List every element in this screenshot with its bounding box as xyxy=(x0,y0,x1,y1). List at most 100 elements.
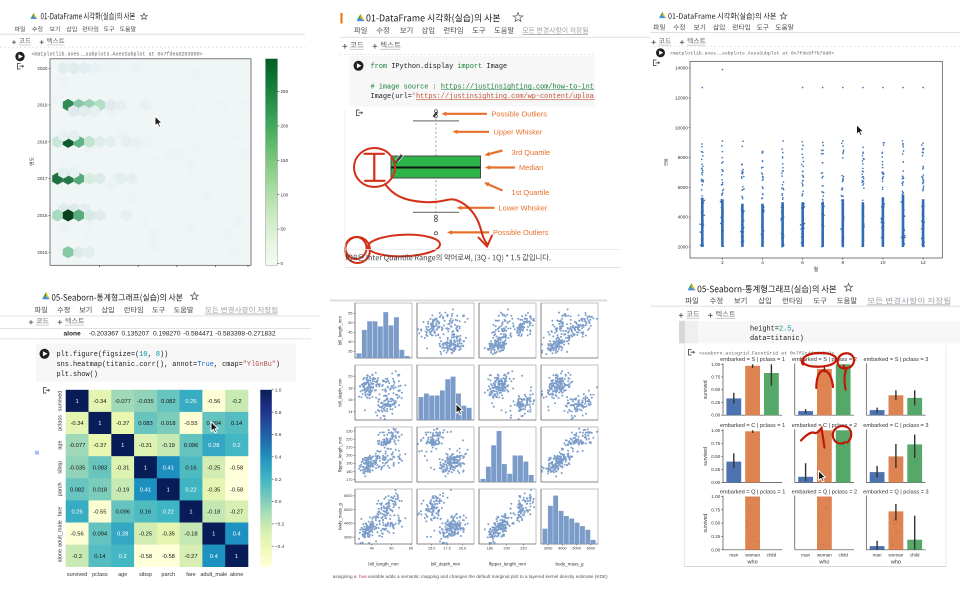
svg-text:0.8: 0.8 xyxy=(275,410,282,416)
svg-text:35: 35 xyxy=(348,350,352,354)
svg-text:1: 1 xyxy=(98,421,101,427)
svg-text:0.26: 0.26 xyxy=(71,510,82,516)
svg-text:2.5: 2.5 xyxy=(779,325,791,333)
svg-text:embarked = S | pclass = 3: embarked = S | pclass = 3 xyxy=(863,357,928,363)
svg-text:-0.19: -0.19 xyxy=(116,487,129,493)
svg-text:embarked = C | pclass = 2: embarked = C | pclass = 2 xyxy=(792,423,857,429)
svg-text:0.26: 0.26 xyxy=(185,399,196,405)
svg-text:bill_length_mm: bill_length_mm xyxy=(338,316,343,345)
svg-text:6000: 6000 xyxy=(678,185,689,190)
svg-text:child: child xyxy=(838,553,848,558)
svg-text:survived: survived xyxy=(58,391,64,411)
svg-text:6000: 6000 xyxy=(344,494,352,498)
svg-text:Median: Median xyxy=(519,163,543,172)
svg-text:40: 40 xyxy=(370,547,374,551)
svg-text:,: , xyxy=(148,351,156,359)
svg-text:40: 40 xyxy=(348,340,352,344)
svg-text:-0.35: -0.35 xyxy=(162,532,175,538)
svg-text:)): )) xyxy=(160,351,168,359)
svg-text:Image(url=: Image(url= xyxy=(371,93,412,101)
svg-text:parch: parch xyxy=(161,572,175,578)
svg-text:embarked = Q | pclass = 3: embarked = Q | pclass = 3 xyxy=(863,489,929,495)
svg-text:True: True xyxy=(197,361,214,369)
svg-text:-0.35: -0.35 xyxy=(207,487,220,493)
svg-text:10000: 10000 xyxy=(675,125,688,130)
svg-text:0.75: 0.75 xyxy=(711,441,720,446)
svg-text:17.5: 17.5 xyxy=(443,547,450,551)
svg-text:190: 190 xyxy=(346,462,352,466)
svg-text:1: 1 xyxy=(212,532,215,538)
svg-text:250: 250 xyxy=(281,89,289,94)
svg-text:-0.18: -0.18 xyxy=(207,510,220,516)
svg-text:bill_depth_mm: bill_depth_mm xyxy=(338,378,343,406)
svg-text:parch: parch xyxy=(57,482,63,496)
svg-text:12: 12 xyxy=(920,260,926,265)
svg-text:alone: alone xyxy=(230,572,243,578)
svg-text:2020: 2020 xyxy=(37,66,48,71)
svg-text:pclass: pclass xyxy=(58,415,64,431)
svg-text:assigning a: assigning a xyxy=(333,574,358,579)
svg-text:1: 1 xyxy=(167,487,170,493)
svg-text:0.4: 0.4 xyxy=(233,532,242,538)
svg-text:embarked = Q | pclass = 2: embarked = Q | pclass = 2 xyxy=(792,489,858,495)
svg-text:-0.37: -0.37 xyxy=(116,421,129,427)
svg-text:https://justinsighting.com/how: https://justinsighting.com/how-to-interp… xyxy=(441,83,635,91)
svg-text:1: 1 xyxy=(75,399,78,405)
svg-text:8: 8 xyxy=(841,260,844,265)
svg-text:Possible Outliers: Possible Outliers xyxy=(493,228,549,237)
svg-text:bill_length_mm: bill_length_mm xyxy=(368,561,399,566)
svg-text:55: 55 xyxy=(348,312,352,316)
svg-text:4000: 4000 xyxy=(678,215,689,220)
svg-text:0.083: 0.083 xyxy=(138,421,153,427)
svg-text:2000: 2000 xyxy=(678,245,689,250)
svg-text:0.22: 0.22 xyxy=(163,510,174,516)
svg-text:-0.55: -0.55 xyxy=(184,421,197,427)
svg-text:220: 220 xyxy=(520,547,526,551)
svg-text:14000: 14000 xyxy=(675,66,688,71)
svg-text:alone: alone xyxy=(64,330,82,337)
svg-text:1st Quartile: 1st Quartile xyxy=(512,188,550,197)
svg-text:Upper Whisker: Upper Whisker xyxy=(494,127,543,136)
svg-text:8000: 8000 xyxy=(678,155,689,160)
svg-text:0.00: 0.00 xyxy=(711,480,720,485)
svg-text:0.25: 0.25 xyxy=(711,400,720,405)
svg-text:3000: 3000 xyxy=(544,547,552,551)
svg-text:0.0: 0.0 xyxy=(275,499,282,505)
svg-text:2015: 2015 xyxy=(37,250,48,255)
svg-text:flipper_length_mm: flipper_length_mm xyxy=(338,436,343,472)
svg-text:-0.077: -0.077 xyxy=(69,443,85,449)
svg-text:adult_male: adult_male xyxy=(58,520,64,547)
svg-text:0.25: 0.25 xyxy=(711,467,720,472)
svg-text:plt.show(): plt.show() xyxy=(57,371,98,379)
svg-text:embarked = C | pclass = 1: embarked = C | pclass = 1 xyxy=(720,423,785,429)
svg-text:200: 200 xyxy=(281,124,289,129)
svg-text:60: 60 xyxy=(409,547,413,551)
svg-text:https://justinsighting.com/wp-: https://justinsighting.com/wp-content/up… xyxy=(416,93,610,101)
svg-text:-0.2: -0.2 xyxy=(232,399,242,405)
svg-text:-0.27: -0.27 xyxy=(184,554,197,560)
svg-text:0.50: 0.50 xyxy=(711,521,720,526)
svg-text:-0.035: -0.035 xyxy=(69,465,85,471)
svg-text:height=: height= xyxy=(750,325,779,333)
svg-text:): ) xyxy=(276,361,280,369)
svg-text:0.50: 0.50 xyxy=(711,387,720,392)
svg-text:<matplotlib.axes._subplots.Axe: <matplotlib.axes._subplots.AxesSubplot a… xyxy=(32,51,203,57)
svg-text:180: 180 xyxy=(346,470,352,474)
svg-text:0.16: 0.16 xyxy=(140,510,151,516)
svg-text:0.2: 0.2 xyxy=(119,554,127,560)
svg-text:embarked = S | pclass = 1: embarked = S | pclass = 1 xyxy=(720,357,785,363)
svg-text:-0.25: -0.25 xyxy=(207,465,220,471)
svg-text:0.198270: 0.198270 xyxy=(153,330,181,337)
svg-text:0.082: 0.082 xyxy=(161,399,176,405)
svg-text:2018: 2018 xyxy=(37,139,48,144)
svg-text:50: 50 xyxy=(348,321,352,325)
svg-text:4000: 4000 xyxy=(344,522,352,526)
svg-text:-0.58: -0.58 xyxy=(162,554,175,560)
svg-text:0.2: 0.2 xyxy=(275,477,282,483)
svg-text:, cmap=: , cmap= xyxy=(214,361,243,369)
svg-text:5000: 5000 xyxy=(344,508,352,512)
svg-text:man: man xyxy=(873,553,882,558)
svg-text:0.75: 0.75 xyxy=(711,507,720,512)
svg-text:0.41: 0.41 xyxy=(163,465,174,471)
svg-text:0.50: 0.50 xyxy=(711,454,720,459)
